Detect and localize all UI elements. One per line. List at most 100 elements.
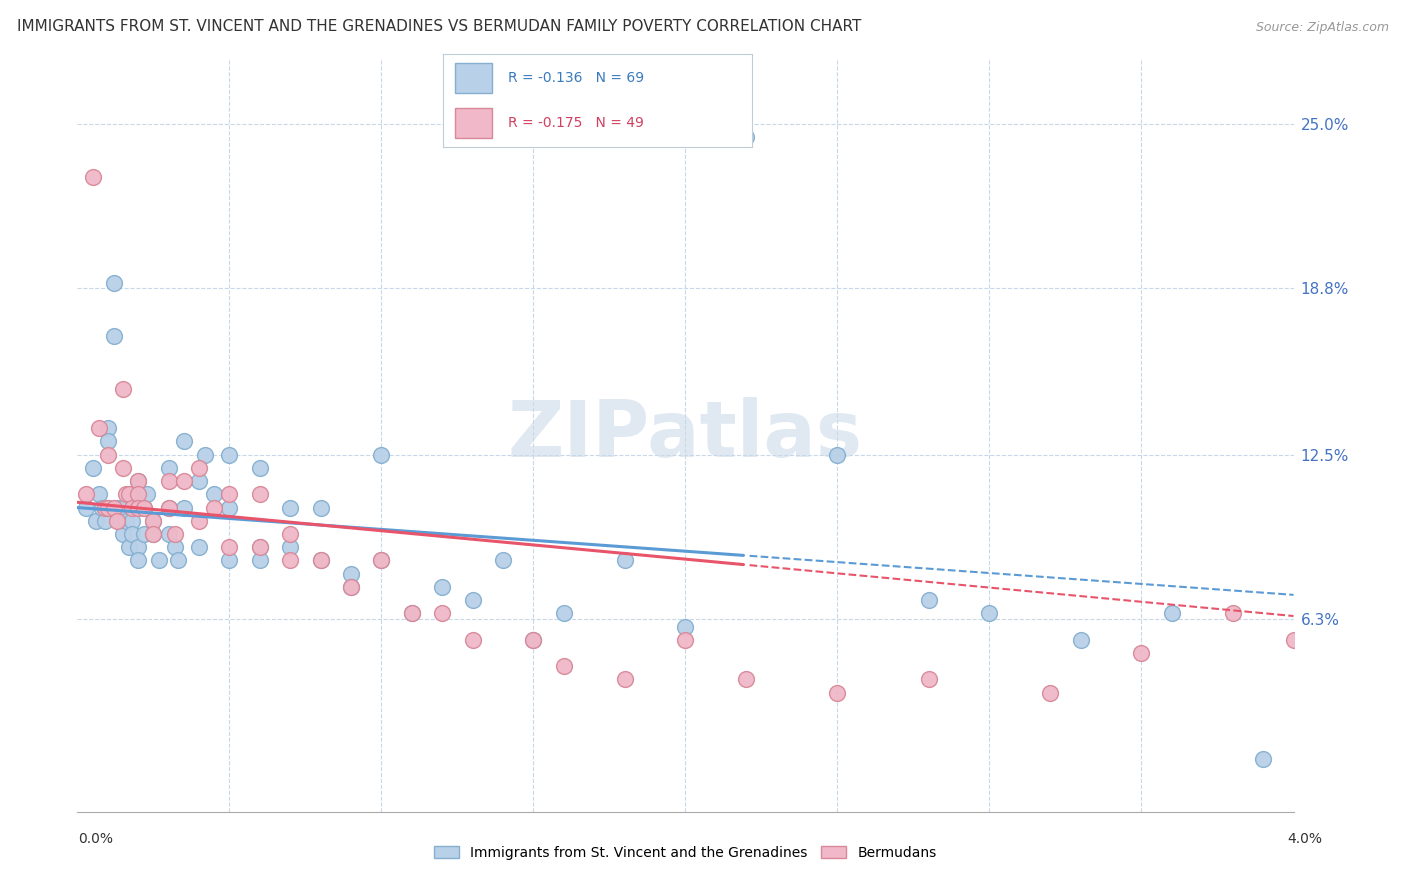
Point bbox=[194, 448, 217, 462]
Point bbox=[173, 500, 195, 515]
Point bbox=[97, 421, 120, 435]
Point bbox=[827, 448, 849, 462]
Point bbox=[430, 607, 453, 621]
Point bbox=[142, 527, 165, 541]
Point bbox=[157, 527, 180, 541]
Point bbox=[370, 448, 392, 462]
Point bbox=[675, 619, 697, 633]
Point bbox=[370, 553, 392, 567]
FancyBboxPatch shape bbox=[456, 108, 492, 138]
Point bbox=[202, 500, 225, 515]
Point bbox=[93, 500, 115, 515]
Point bbox=[461, 593, 484, 607]
Point bbox=[188, 474, 211, 488]
Point bbox=[87, 421, 110, 435]
Point bbox=[979, 607, 1001, 621]
Point bbox=[97, 448, 120, 462]
Point bbox=[1039, 686, 1062, 700]
Point bbox=[188, 541, 211, 555]
Point bbox=[127, 500, 149, 515]
Point bbox=[675, 632, 697, 647]
Point bbox=[218, 500, 240, 515]
Point bbox=[87, 487, 110, 501]
Point bbox=[121, 527, 143, 541]
Point bbox=[553, 659, 575, 673]
Point bbox=[218, 448, 240, 462]
Text: R = -0.136   N = 69: R = -0.136 N = 69 bbox=[508, 70, 644, 85]
Point bbox=[134, 500, 156, 515]
Point bbox=[127, 487, 149, 501]
Point bbox=[1251, 752, 1274, 766]
Point bbox=[157, 461, 180, 475]
Point bbox=[188, 514, 211, 528]
Point bbox=[1282, 632, 1305, 647]
Point bbox=[309, 553, 332, 567]
Point bbox=[188, 461, 211, 475]
Point bbox=[121, 500, 143, 515]
Point bbox=[309, 500, 332, 515]
Point bbox=[75, 500, 97, 515]
Point bbox=[82, 169, 104, 184]
Point bbox=[553, 607, 575, 621]
Point bbox=[118, 541, 141, 555]
Point bbox=[173, 474, 195, 488]
Point bbox=[93, 514, 115, 528]
Text: Source: ZipAtlas.com: Source: ZipAtlas.com bbox=[1256, 21, 1389, 34]
Point bbox=[142, 527, 165, 541]
Point bbox=[97, 434, 120, 449]
Point bbox=[249, 541, 271, 555]
Point bbox=[309, 553, 332, 567]
Text: ZIPatlas: ZIPatlas bbox=[508, 397, 863, 473]
Point bbox=[1160, 607, 1182, 621]
Point bbox=[82, 461, 104, 475]
Point bbox=[115, 514, 138, 528]
Point bbox=[111, 527, 134, 541]
Point bbox=[142, 514, 165, 528]
Point bbox=[105, 500, 128, 515]
Point bbox=[148, 553, 170, 567]
Point bbox=[127, 541, 149, 555]
Point bbox=[735, 130, 758, 145]
Point bbox=[84, 514, 107, 528]
Legend: Immigrants from St. Vincent and the Grenadines, Bermudans: Immigrants from St. Vincent and the Gren… bbox=[429, 840, 942, 865]
Point bbox=[340, 566, 363, 581]
Point bbox=[134, 527, 156, 541]
Point bbox=[249, 541, 271, 555]
Point bbox=[401, 607, 423, 621]
Point bbox=[136, 487, 159, 501]
Point bbox=[249, 461, 271, 475]
Text: R = -0.175   N = 49: R = -0.175 N = 49 bbox=[508, 116, 644, 130]
Point bbox=[492, 553, 515, 567]
Point bbox=[127, 553, 149, 567]
Point bbox=[613, 673, 636, 687]
Text: IMMIGRANTS FROM ST. VINCENT AND THE GRENADINES VS BERMUDAN FAMILY POVERTY CORREL: IMMIGRANTS FROM ST. VINCENT AND THE GREN… bbox=[17, 20, 862, 34]
Text: 0.0%: 0.0% bbox=[79, 832, 112, 846]
Text: 4.0%: 4.0% bbox=[1288, 832, 1322, 846]
Point bbox=[142, 514, 165, 528]
Point bbox=[103, 500, 125, 515]
Point bbox=[918, 593, 941, 607]
Point bbox=[218, 553, 240, 567]
Point bbox=[163, 527, 186, 541]
Point bbox=[173, 434, 195, 449]
Point bbox=[121, 514, 143, 528]
Point bbox=[202, 487, 225, 501]
Point bbox=[127, 474, 149, 488]
Point bbox=[90, 500, 112, 515]
Point bbox=[166, 553, 188, 567]
Point bbox=[218, 541, 240, 555]
Point bbox=[278, 541, 301, 555]
Point bbox=[127, 474, 149, 488]
Point bbox=[111, 461, 134, 475]
Point bbox=[278, 500, 301, 515]
Point bbox=[735, 673, 758, 687]
Point bbox=[115, 487, 138, 501]
Point bbox=[613, 553, 636, 567]
Point bbox=[111, 500, 134, 515]
Point bbox=[249, 487, 271, 501]
Point bbox=[111, 382, 134, 396]
Point bbox=[103, 276, 125, 290]
Point bbox=[75, 487, 97, 501]
Point bbox=[1130, 646, 1153, 660]
Point bbox=[118, 487, 141, 501]
